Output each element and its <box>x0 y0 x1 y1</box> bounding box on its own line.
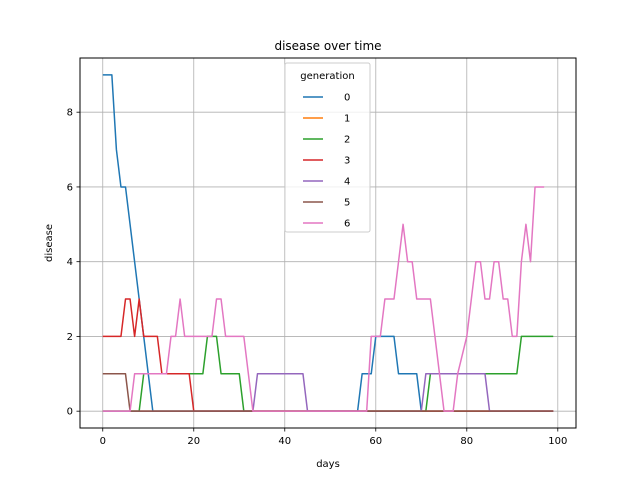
series-line-3 <box>102 298 554 412</box>
series-lines <box>102 74 554 412</box>
x-tick-label: 60 <box>369 436 382 447</box>
x-axis-label: days <box>316 459 340 470</box>
legend-label-2: 2 <box>344 135 350 146</box>
series-line-0 <box>102 74 554 412</box>
legend-label-0: 0 <box>344 93 350 104</box>
legend-box <box>284 62 371 233</box>
legend-label-1: 1 <box>344 114 350 125</box>
legend-label-6: 6 <box>344 219 350 230</box>
legend-title: generation <box>300 71 354 82</box>
x-tick-label: 80 <box>460 436 473 447</box>
chart-title: disease over time <box>274 39 381 53</box>
y-tick-label: 0 <box>67 407 73 418</box>
y-tick-label: 8 <box>67 108 73 119</box>
x-tick-label: 20 <box>187 436 200 447</box>
plot-frame <box>79 57 577 429</box>
legend-label-4: 4 <box>344 177 350 188</box>
y-tick-label: 4 <box>67 257 73 268</box>
y-tick-label: 2 <box>67 332 73 343</box>
x-tick-label: 40 <box>278 436 291 447</box>
legend-label-5: 5 <box>344 198 350 209</box>
ticks: 0 20 40 60 80 100 0 2 4 6 8 <box>67 108 568 447</box>
series-line-6 <box>102 186 545 412</box>
legend-label-3: 3 <box>344 156 350 167</box>
x-tick-label: 0 <box>100 436 106 447</box>
x-tick-label: 100 <box>548 436 567 447</box>
y-axis-label: disease <box>44 224 55 262</box>
legend: generation 0 1 2 3 4 5 6 <box>284 62 371 233</box>
y-tick-label: 6 <box>67 182 73 193</box>
